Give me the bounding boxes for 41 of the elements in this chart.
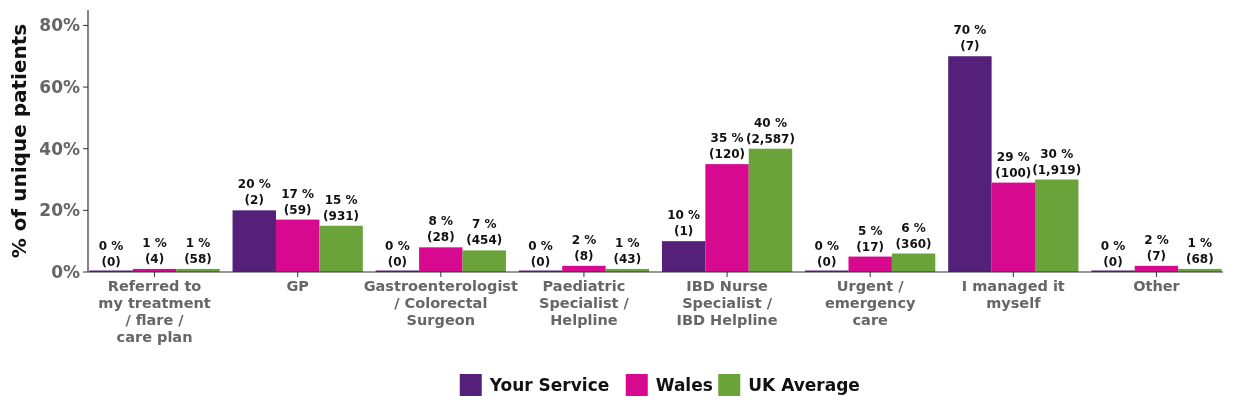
x-tick-label: Other xyxy=(1133,278,1181,294)
legend-label: Wales xyxy=(655,374,713,395)
data-label: 2 % (8) xyxy=(571,232,597,263)
data-label: 10 % (1) xyxy=(667,208,701,239)
legend-label: UK Average xyxy=(748,374,860,395)
y-tick-label: 0% xyxy=(51,261,80,282)
data-label: 17 % (59) xyxy=(281,186,315,217)
x-tick-label: Gastroenterologist / Colorectal Surgeon xyxy=(363,278,518,328)
y-tick-label: 20% xyxy=(39,200,80,221)
data-label: 1 % (4) xyxy=(142,235,167,266)
data-label: 1 % (43) xyxy=(613,235,642,266)
data-label: 30 % (1,919) xyxy=(1032,146,1082,177)
data-label: 0 % (0) xyxy=(814,239,840,269)
legend-label: Your Service xyxy=(488,374,610,395)
data-label: 7 % (454) xyxy=(466,217,503,248)
data-label: 15 % (931) xyxy=(323,192,360,223)
data-label: 0 % (0) xyxy=(98,239,124,269)
y-axis-title: % of unique patients xyxy=(7,23,31,259)
data-label: 35 % (120) xyxy=(709,131,746,162)
data-label: 1 % (68) xyxy=(1186,235,1214,266)
data-label: 6 % (360) xyxy=(895,220,932,251)
x-tick-label: Referred to my treatment / flare / care plan xyxy=(98,278,211,345)
data-label: 0 % (0) xyxy=(528,239,553,269)
data-label: 20 % (2) xyxy=(237,177,271,208)
data-label: 1 % (58) xyxy=(184,235,212,266)
data-label: 70 % (7) xyxy=(953,23,987,54)
data-label: 0 % (0) xyxy=(1100,239,1126,269)
data-label: 0 % (0) xyxy=(385,239,410,269)
x-tick-label: I managed it myself xyxy=(961,278,1065,311)
data-label: 8 % (28) xyxy=(426,214,455,245)
y-tick-label: 80% xyxy=(39,15,80,36)
data-label: 40 % (2,587) xyxy=(746,115,795,146)
y-tick-label: 40% xyxy=(39,138,80,159)
x-tick-label: Paediatric Specialist / Helpline xyxy=(539,278,630,328)
data-label: 29 % (100) xyxy=(995,149,1032,180)
data-label: 5 % (17) xyxy=(856,223,885,254)
x-tick-label: IBD Nurse Specialist / IBD Helpline xyxy=(676,278,778,328)
x-tick-label: GP xyxy=(286,278,310,294)
x-tick-label: Urgent / emergency care xyxy=(824,278,916,328)
y-tick-label: 60% xyxy=(39,77,80,98)
data-label: 2 % (7) xyxy=(1144,232,1169,263)
